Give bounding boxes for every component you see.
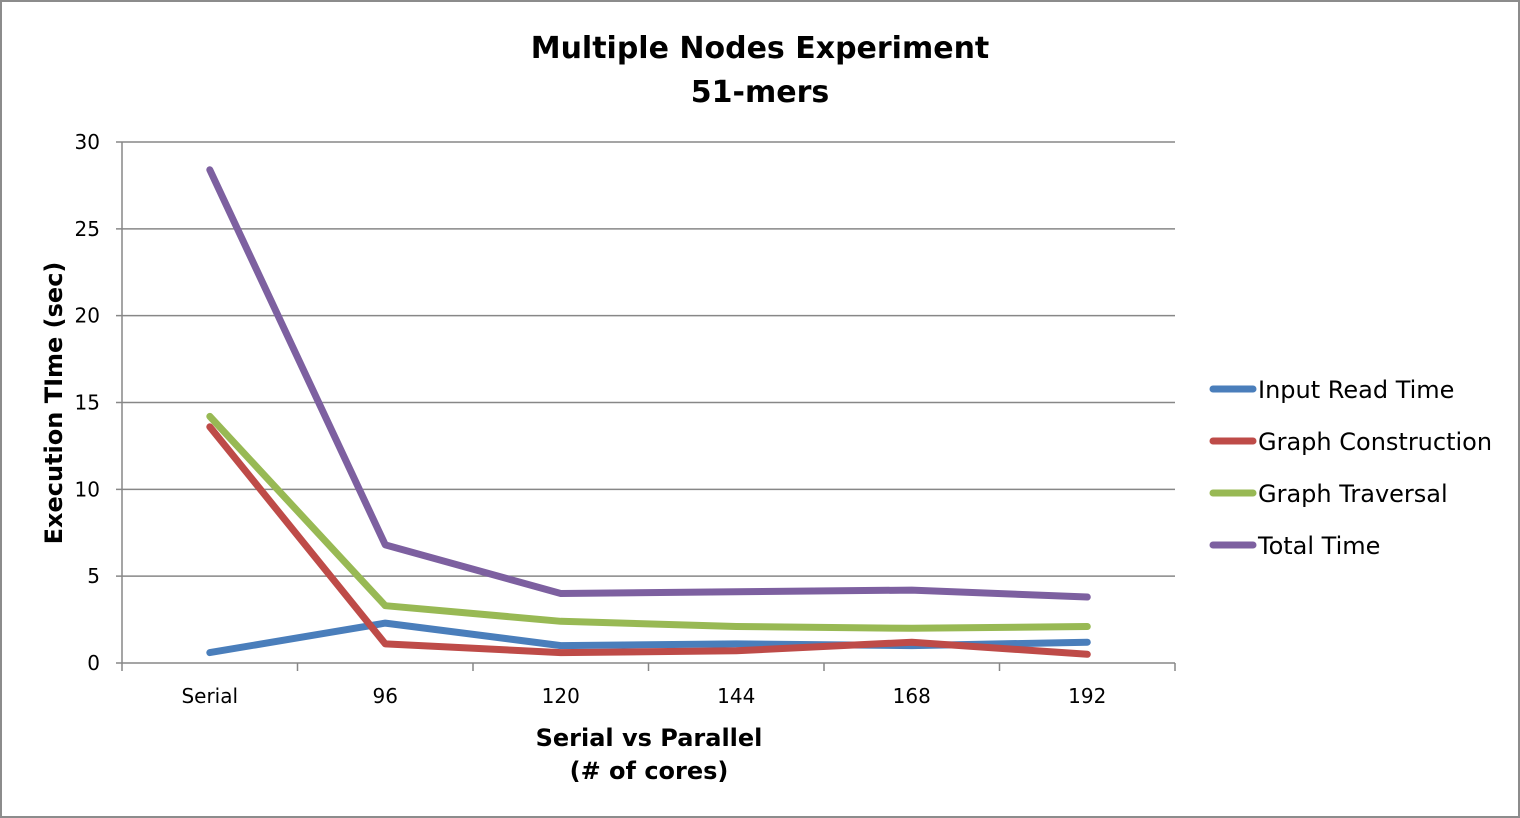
series-line-3 — [206, 412, 1091, 632]
legend: Input Read Time Graph Construction Graph T… — [1209, 376, 1492, 560]
x-tick-label: 96 — [373, 684, 398, 708]
gridlines — [116, 141, 1175, 577]
legend-label: Graph Traversal — [1258, 480, 1448, 508]
legend-label: Total Time — [1257, 532, 1380, 560]
y-tick-label: 15 — [75, 391, 100, 415]
axis-titles: Serial vs Parallel (# of cores) Executio… — [40, 262, 762, 785]
axes — [116, 142, 1176, 671]
series-lines — [206, 166, 1091, 658]
x-axis-title-line2: (# of cores) — [570, 757, 729, 785]
x-tick-label: 168 — [893, 684, 931, 708]
series-line-2 — [206, 423, 1091, 658]
y-axis-title: Execution TIme (sec) — [40, 262, 68, 545]
x-tick-label: 120 — [542, 684, 580, 708]
x-tick-label: 144 — [717, 684, 755, 708]
y-tick-label: 10 — [75, 477, 100, 501]
y-tick-label: 25 — [75, 217, 100, 241]
x-tick-labels: Serial 96 120 144 168 192 — [181, 684, 1106, 708]
y-tick-label: 0 — [87, 651, 100, 675]
chart-title: Multiple Nodes Experiment — [531, 31, 990, 66]
legend-label: Graph Construction — [1258, 428, 1492, 456]
chart-subtitle: 51-mers — [691, 75, 829, 110]
x-tick-label: 192 — [1068, 684, 1106, 708]
legend-label: Input Read Time — [1258, 376, 1454, 404]
chart-title-group: Multiple Nodes Experiment 51-mers — [531, 31, 990, 110]
series-line-4 — [206, 166, 1091, 601]
x-axis-title: Serial vs Parallel — [536, 724, 763, 752]
y-tick-labels: 0 5 10 15 20 25 30 — [75, 130, 100, 675]
x-tick-label: Serial — [181, 684, 238, 708]
y-tick-label: 30 — [75, 130, 100, 154]
y-tick-label: 5 — [87, 564, 100, 588]
y-tick-label: 20 — [75, 304, 100, 328]
